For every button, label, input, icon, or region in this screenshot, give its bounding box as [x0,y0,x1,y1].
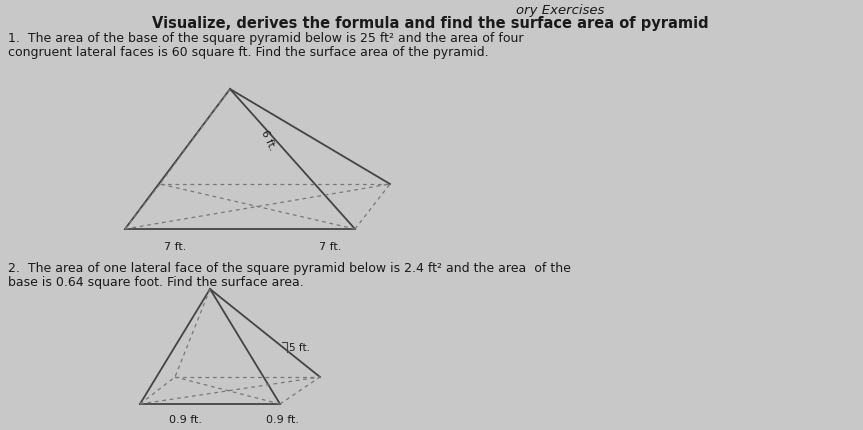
Text: 6 ft.: 6 ft. [259,128,277,151]
Text: 0.9 ft.: 0.9 ft. [168,414,201,424]
Text: ory Exercises: ory Exercises [516,4,604,17]
Text: 7 ft.: 7 ft. [318,241,341,252]
Text: congruent lateral faces is 60 square ft. Find the surface area of the pyramid.: congruent lateral faces is 60 square ft.… [8,46,488,59]
Text: 5 ft.: 5 ft. [289,342,310,352]
Text: base is 0.64 square foot. Find the surface area.: base is 0.64 square foot. Find the surfa… [8,275,304,289]
Text: 0.9 ft.: 0.9 ft. [266,414,299,424]
Text: 7 ft.: 7 ft. [164,241,186,252]
Text: Visualize, derives the formula and find the surface area of pyramid: Visualize, derives the formula and find … [152,16,709,31]
Text: 2.  The area of one lateral face of the square pyramid below is 2.4 ft² and the : 2. The area of one lateral face of the s… [8,261,571,274]
Text: 1.  The area of the base of the square pyramid below is 25 ft² and the area of f: 1. The area of the base of the square py… [8,32,524,45]
